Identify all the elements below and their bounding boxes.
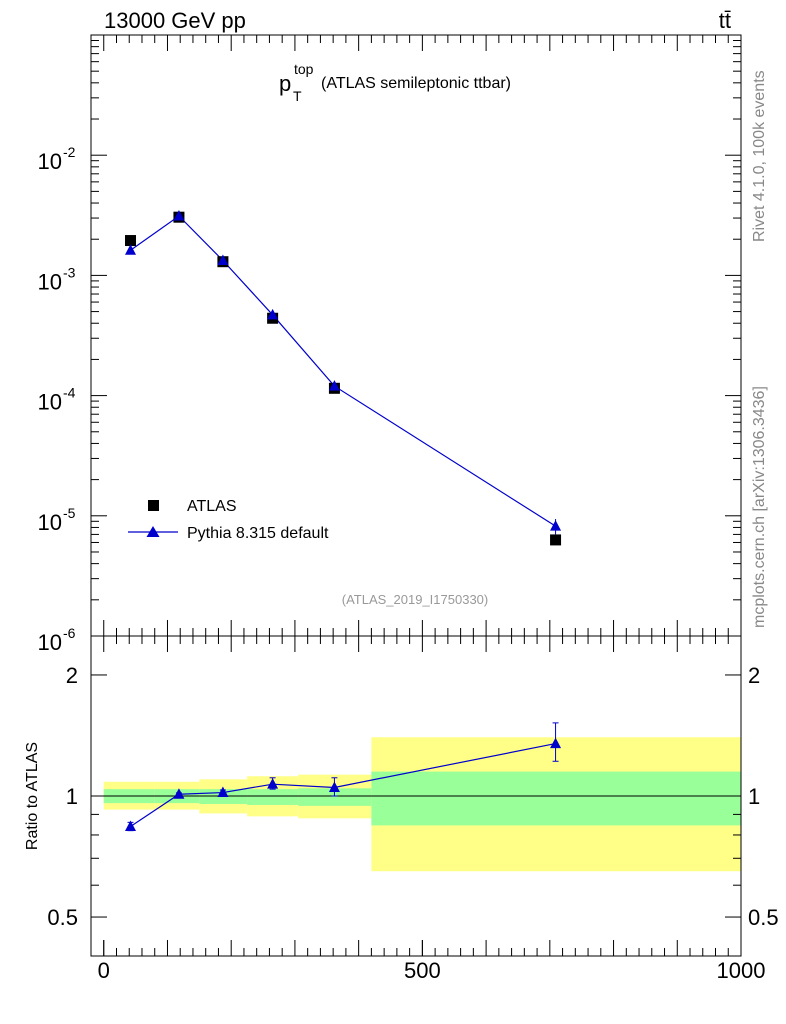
main-y-tick-label: 10 — [38, 149, 62, 174]
ratio-mc-line — [130, 743, 556, 827]
legend-data-marker — [148, 500, 159, 511]
mc-point — [267, 308, 279, 320]
mc-point — [125, 244, 137, 255]
ratio-x-tick-label: 0 — [98, 958, 110, 983]
ratio-mc-point — [550, 737, 562, 749]
data-point — [125, 235, 137, 247]
legend-label-data: ATLAS — [187, 498, 237, 515]
ratio-mc-point — [328, 781, 340, 792]
title-superscript: top — [294, 61, 314, 77]
ratio-y-tick-label-left: 2 — [66, 663, 78, 688]
main-y-tick-label: 10 — [38, 269, 62, 294]
ratio-y-axis-label: Ratio to ATLAS — [24, 742, 41, 850]
title-description: (ATLAS semileptonic ttbar) — [321, 75, 511, 92]
ratio-y-tick-labels: 2 2 1 1 0.5 0.5 — [47, 663, 778, 930]
mc-series-line — [130, 215, 556, 527]
ratio-band-inner — [371, 771, 741, 826]
ratio-y-tick-label-right: 2 — [748, 663, 760, 688]
main-y-tick-exponent: -6 — [63, 625, 76, 641]
title-subscript: T — [293, 88, 302, 104]
ratio-plot-panel: 2 2 1 1 0.5 0.5 0 500 1000 Ratio to ATLAS — [24, 635, 779, 983]
source-label: mcplots.cern.ch [arXiv:1306.3436] — [751, 386, 768, 628]
ratio-uncertainty-bands — [103, 737, 741, 872]
ratio-mc-point — [267, 778, 279, 789]
mc-point — [550, 520, 562, 531]
ratio-x-tick-label: 500 — [404, 958, 441, 983]
main-y-tick-exponent: -3 — [63, 264, 76, 280]
ratio-mc-series — [125, 722, 562, 832]
main-y-tick-label: 10 — [38, 630, 62, 655]
rivet-version-label: Rivet 4.1.0, 100k events — [751, 70, 768, 242]
ratio-y-tick-label-right: 1 — [748, 784, 760, 809]
mc-point — [173, 210, 185, 221]
title-variable: p — [279, 71, 291, 96]
ratio-mc-point — [173, 788, 185, 799]
ratio-y-tick-label-left: 0.5 — [47, 905, 78, 930]
ratio-band-inner — [298, 788, 372, 806]
ratio-mc-point — [125, 820, 137, 831]
main-y-tick-labels: 10-210-310-410-510-6 — [38, 144, 76, 655]
mc-point — [328, 380, 340, 391]
main-plot-panel: 10-210-310-410-510-6 p top T (ATLAS semi… — [38, 34, 742, 655]
main-plot-frame — [90, 34, 742, 637]
main-y-tick-exponent: -4 — [63, 385, 76, 401]
ratio-y-tick-label-left: 1 — [66, 784, 78, 809]
energy-label: 13000 GeV pp — [104, 8, 246, 33]
mc-point — [217, 254, 229, 266]
main-y-tick-label: 10 — [38, 510, 62, 535]
ratio-x-tick-labels: 0 500 1000 — [98, 958, 766, 983]
data-point — [550, 534, 562, 546]
main-axis-ticks — [91, 34, 742, 637]
ratio-y-tick-label-right: 0.5 — [748, 905, 779, 930]
ratio-axis-ticks — [91, 636, 742, 957]
analysis-watermark: (ATLAS_2019_I1750330) — [342, 592, 488, 607]
mc-line — [130, 215, 556, 527]
legend-label-mc: Pythia 8.315 default — [187, 525, 329, 542]
legend-mc-marker — [146, 526, 160, 537]
legend: ATLAS Pythia 8.315 default — [128, 498, 329, 542]
main-y-tick-exponent: -2 — [63, 144, 76, 160]
mc-markers — [125, 210, 562, 535]
ratio-mc-point — [217, 786, 229, 798]
main-y-tick-exponent: -5 — [63, 505, 76, 521]
main-y-tick-label: 10 — [38, 390, 62, 415]
ratio-x-tick-label: 1000 — [717, 958, 766, 983]
ratio-band-inner — [247, 789, 299, 805]
process-label: tt̄ — [719, 8, 731, 33]
